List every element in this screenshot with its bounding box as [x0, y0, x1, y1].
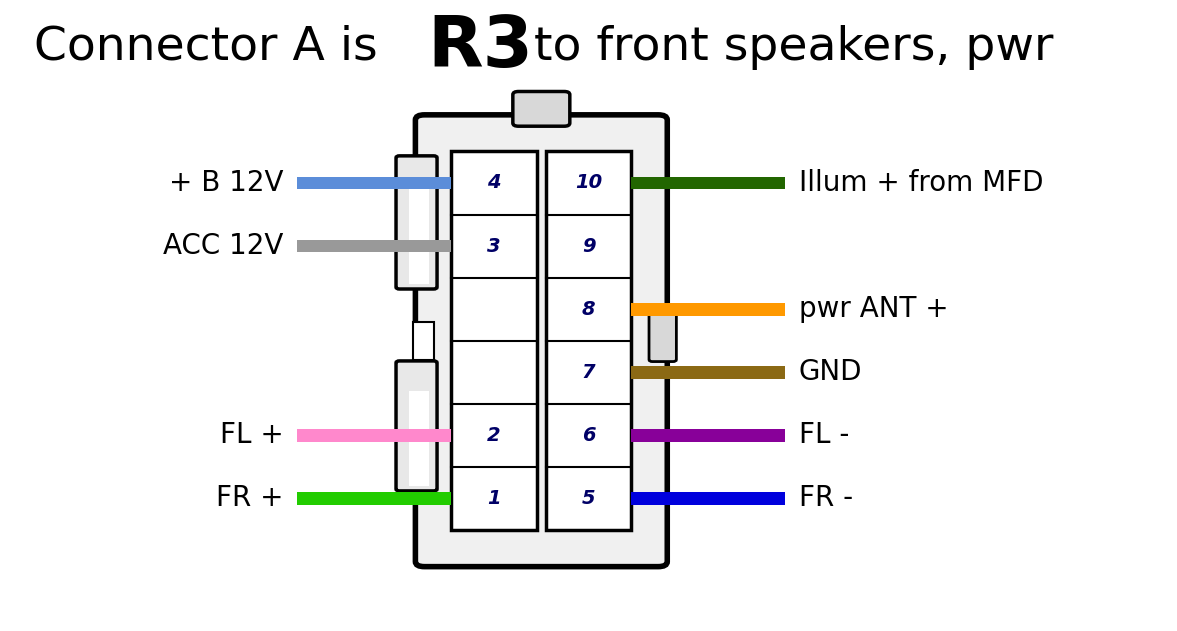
- Bar: [631, 303, 785, 316]
- FancyBboxPatch shape: [451, 151, 537, 530]
- Text: ACC 12V: ACC 12V: [164, 232, 284, 260]
- Bar: [631, 366, 785, 379]
- Text: 5: 5: [581, 489, 596, 508]
- Text: GND: GND: [799, 358, 863, 386]
- Text: 6: 6: [581, 426, 596, 445]
- Bar: [631, 429, 785, 442]
- Text: FR +: FR +: [217, 485, 284, 512]
- Text: FL -: FL -: [799, 422, 850, 449]
- Text: 8: 8: [581, 300, 596, 319]
- Bar: [631, 177, 785, 189]
- Text: Illum + from MFD: Illum + from MFD: [799, 169, 1043, 197]
- Text: R3: R3: [427, 13, 533, 82]
- FancyBboxPatch shape: [649, 307, 677, 362]
- Bar: [298, 492, 451, 505]
- FancyBboxPatch shape: [395, 361, 437, 491]
- FancyBboxPatch shape: [513, 91, 570, 126]
- Text: pwr ANT +: pwr ANT +: [799, 295, 949, 323]
- Text: FR -: FR -: [799, 485, 853, 512]
- Text: Connector A is: Connector A is: [34, 25, 393, 70]
- Bar: [298, 429, 451, 442]
- Text: 7: 7: [581, 363, 596, 382]
- FancyBboxPatch shape: [395, 156, 437, 289]
- FancyBboxPatch shape: [413, 322, 433, 360]
- Text: 1: 1: [487, 489, 501, 508]
- Text: + B 12V: + B 12V: [169, 169, 284, 197]
- Text: FL +: FL +: [220, 422, 284, 449]
- Bar: [631, 492, 785, 505]
- Bar: [298, 240, 451, 252]
- Bar: [298, 177, 451, 189]
- Text: 3: 3: [487, 237, 501, 256]
- Text: to front speakers, pwr: to front speakers, pwr: [519, 25, 1053, 70]
- Text: 2: 2: [487, 426, 501, 445]
- Text: 9: 9: [581, 237, 596, 256]
- FancyBboxPatch shape: [415, 115, 667, 567]
- FancyBboxPatch shape: [546, 151, 631, 530]
- FancyBboxPatch shape: [408, 189, 430, 284]
- FancyBboxPatch shape: [408, 391, 430, 486]
- Text: 10: 10: [576, 174, 603, 192]
- Text: 4: 4: [487, 174, 501, 192]
